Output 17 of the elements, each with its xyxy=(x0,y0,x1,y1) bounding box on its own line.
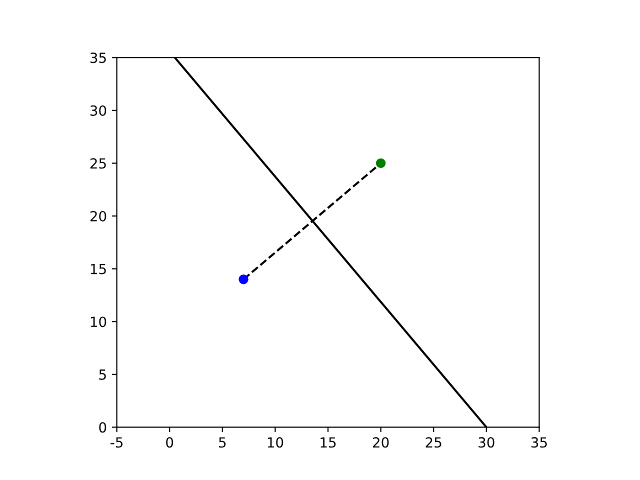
x-tick-label: 5 xyxy=(219,437,226,448)
y-tick-label: 10 xyxy=(90,316,106,328)
y-tick-label: 30 xyxy=(90,105,106,116)
x-tick-label: 20 xyxy=(372,437,389,448)
y-tick-label: 15 xyxy=(90,264,106,274)
y-tick-label: 35 xyxy=(90,52,106,64)
x-tick-label: 30 xyxy=(478,437,494,448)
y-tick-label: 0 xyxy=(99,422,106,433)
x-tick-label: 10 xyxy=(268,437,284,448)
x-tick-label: 25 xyxy=(426,437,442,448)
x-tick-label: 0 xyxy=(166,437,174,448)
y-tick-label: 20 xyxy=(90,210,106,222)
x-tick-label: -5 xyxy=(110,437,123,448)
y-tick-label: 25 xyxy=(90,158,106,169)
x-tick-label: 15 xyxy=(320,437,336,448)
x-tick-label: 35 xyxy=(531,437,547,448)
y-tick-label: 5 xyxy=(99,370,106,380)
